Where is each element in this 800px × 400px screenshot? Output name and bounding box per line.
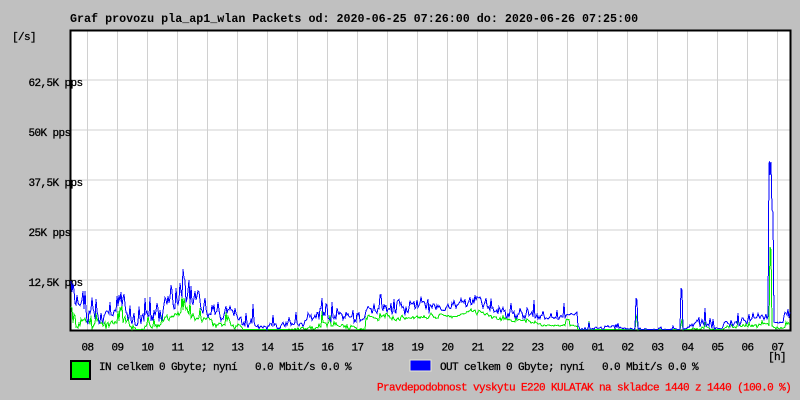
svg-text:62,5K pps: 62,5K pps	[29, 78, 83, 90]
svg-text:01: 01	[591, 343, 604, 355]
svg-text:17: 17	[351, 343, 363, 355]
svg-text:[h]: [h]	[768, 352, 786, 364]
svg-text:00: 00	[561, 343, 573, 355]
svg-text:02: 02	[621, 343, 633, 355]
svg-text:08: 08	[81, 343, 93, 355]
svg-text:07: 07	[771, 343, 783, 355]
svg-text:03: 03	[651, 343, 663, 355]
svg-text:13: 13	[231, 343, 243, 355]
svg-text:04: 04	[681, 343, 694, 355]
svg-text:OUT celkem 0 Gbyte; nyní 0.0: OUT celkem 0 Gbyte; nyní 0.0 Mbit/s 0.0 …	[440, 362, 699, 374]
svg-text:Pravdepodobnost vyskytu E220 K: Pravdepodobnost vyskytu E220 KULATAK na …	[377, 383, 791, 395]
svg-text:25K pps: 25K pps	[29, 228, 71, 240]
svg-text:06: 06	[741, 343, 753, 355]
svg-text:19: 19	[411, 343, 423, 355]
svg-text:18: 18	[381, 343, 393, 355]
svg-text:14: 14	[261, 343, 274, 355]
svg-text:10: 10	[141, 343, 153, 355]
svg-text:21: 21	[471, 343, 484, 355]
svg-text:37,5K pps: 37,5K pps	[29, 178, 83, 190]
svg-text:[/s]: [/s]	[12, 32, 36, 44]
svg-text:Graf provozu pla_ap1_wlan Pack: Graf provozu pla_ap1_wlan Packets od: 20…	[70, 12, 638, 26]
svg-text:16: 16	[321, 343, 333, 355]
svg-text:05: 05	[711, 343, 723, 355]
svg-text:50K pps: 50K pps	[29, 128, 71, 140]
svg-text:IN celkem 0 Gbyte; nyní 0.0: IN celkem 0 Gbyte; nyní 0.0 Mbit/s 0.0 %	[99, 362, 352, 374]
svg-text:22: 22	[501, 343, 513, 355]
svg-text:11: 11	[171, 343, 184, 355]
svg-text:23: 23	[531, 343, 543, 355]
svg-text:12: 12	[201, 343, 213, 355]
svg-text:09: 09	[111, 343, 123, 355]
svg-text:20: 20	[441, 343, 453, 355]
svg-text:12,5K pps: 12,5K pps	[29, 278, 83, 290]
svg-text:15: 15	[291, 343, 303, 355]
